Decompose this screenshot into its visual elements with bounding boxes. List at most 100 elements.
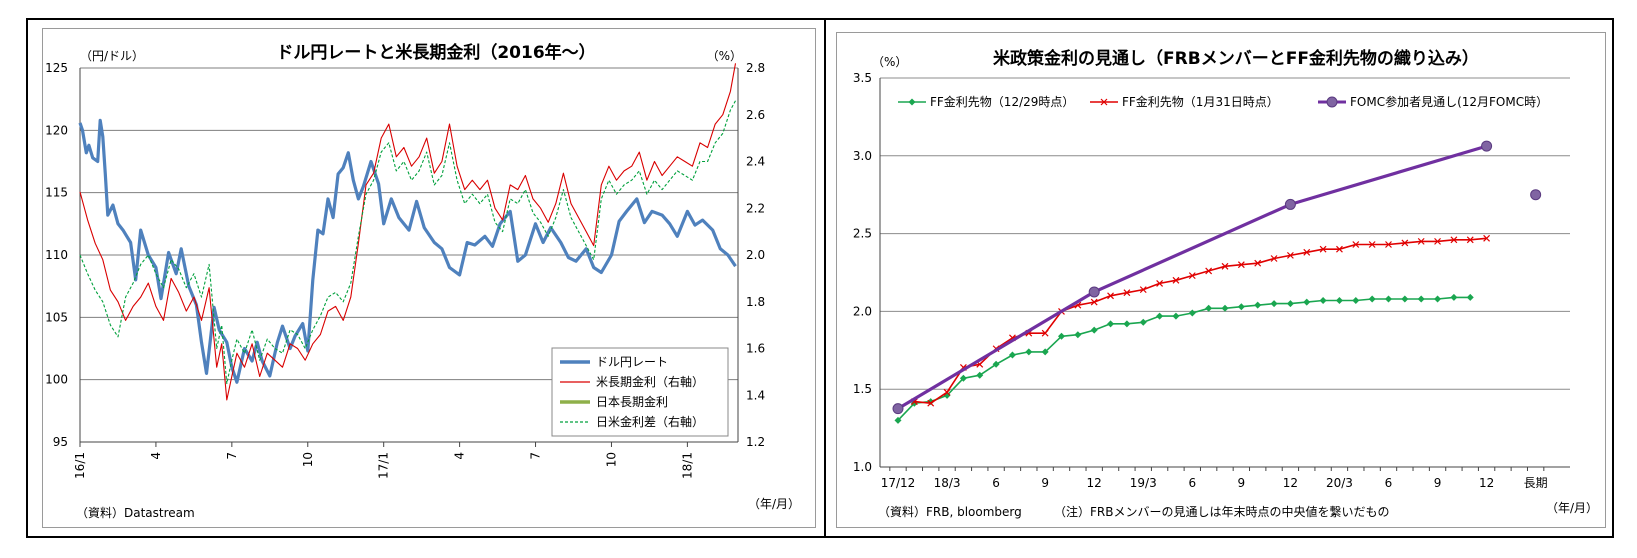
right-x-tick-label: 6 xyxy=(1188,476,1196,490)
right-x-tick-label: 9 xyxy=(1434,476,1442,490)
right-chart-frame xyxy=(836,32,1606,528)
left-legend-label-1: 米長期金利（右軸） xyxy=(596,374,704,389)
left-y2-tick-label: 2.8 xyxy=(746,61,765,75)
right-point-1 xyxy=(1205,267,1213,275)
left-y-tick-label: 125 xyxy=(45,61,68,75)
right-y-ticks: 1.0 1.5 2.0 2.5 3.0 3.5 xyxy=(853,71,872,474)
right-point-0 xyxy=(1025,348,1033,356)
right-x-tick-label: 6 xyxy=(1385,476,1393,490)
right-point-1 xyxy=(1188,272,1196,280)
right-source-note: （資料）FRB, bloomberg xyxy=(878,505,1022,519)
right-x-axis-label: （年/月） xyxy=(1546,501,1598,515)
left-source-note: （資料）Datastream xyxy=(76,506,195,520)
panel-divider xyxy=(824,18,826,538)
left-y-axis-label: （円/ドル） xyxy=(80,49,144,63)
right-point-1 xyxy=(1336,245,1343,253)
right-point-0 xyxy=(1205,304,1213,312)
right-legend-marker-0 xyxy=(908,98,916,106)
left-x-tick-label: 17/1 xyxy=(377,452,391,479)
right-y-axis-label: （%） xyxy=(872,55,907,69)
right-chart-title: 米政策金利の見通し（FRBメンバーとFF金利先物の織り込み） xyxy=(993,48,1479,69)
right-point-0 xyxy=(1139,318,1147,326)
left-y2-tick-label: 2.4 xyxy=(746,155,765,169)
right-point-0 xyxy=(1303,298,1311,306)
left-y2-tick-label: 1.2 xyxy=(746,435,765,449)
right-point-1 xyxy=(1385,241,1392,248)
right-point-1 xyxy=(1286,251,1294,259)
right-y-tick-label: 1.0 xyxy=(853,460,872,474)
right-x-tick-label: 12 xyxy=(1479,476,1494,490)
left-y2-tick-label: 2.2 xyxy=(746,201,765,215)
right-legend-label-0: FF金利先物（12/29時点） xyxy=(930,94,1074,109)
left-legend-label-3: 日米金利差（右軸） xyxy=(596,414,704,429)
right-y-tick-label: 3.0 xyxy=(853,149,872,163)
right-point-2 xyxy=(1481,140,1493,152)
right-point-1 xyxy=(1107,292,1114,300)
right-point-1 xyxy=(1401,239,1409,247)
right-point-1 xyxy=(1090,298,1098,306)
right-point-0 xyxy=(1221,304,1229,312)
right-y-tick-label: 2.5 xyxy=(853,227,872,241)
right-point-1 xyxy=(927,399,935,407)
right-point-1 xyxy=(1139,286,1147,294)
left-series-line-1 xyxy=(79,63,737,401)
right-point-0 xyxy=(1450,293,1458,301)
right-point-1 xyxy=(1156,279,1164,287)
left-x-tick-label: 10 xyxy=(604,452,618,467)
right-legend-label-2: FOMC参加者見通し(12月FOMC時） xyxy=(1350,94,1548,109)
left-y2-tick-label: 1.6 xyxy=(746,342,765,356)
left-y2-tick-label: 1.4 xyxy=(746,388,765,402)
right-point-0 xyxy=(1434,295,1442,303)
left-x-ticks: 16/1 4 7 10 17/1 4 7 10 18/1 xyxy=(73,442,694,479)
left-y-ticks: 95 100 105 110 115 120 125 xyxy=(45,61,68,449)
right-legend-marker-1 xyxy=(1100,98,1108,106)
right-point-0 xyxy=(1237,303,1245,311)
right-x-tick-label: 18/3 xyxy=(934,476,961,490)
right-x-tick-label: 12 xyxy=(1087,476,1102,490)
left-x-tick-label: 7 xyxy=(225,452,239,460)
right-y-tick-label: 3.5 xyxy=(853,71,872,85)
right-series-group xyxy=(892,140,1542,424)
right-series-line-1 xyxy=(914,237,1487,405)
right-point-3 xyxy=(1530,189,1542,201)
left-x-tick-label: 4 xyxy=(149,452,163,460)
right-point-2 xyxy=(892,403,904,415)
right-point-0 xyxy=(959,374,967,382)
left-y2-axis-label: （%） xyxy=(707,49,742,63)
right-point-0 xyxy=(1254,301,1262,309)
right-point-1 xyxy=(1450,236,1458,244)
left-y-tick-label: 95 xyxy=(53,435,68,449)
left-y-tick-label: 120 xyxy=(45,123,68,137)
figure-border xyxy=(26,18,1614,538)
right-point-1 xyxy=(1434,237,1441,245)
right-y-tick-label: 1.5 xyxy=(853,382,872,396)
right-point-0 xyxy=(1417,295,1425,303)
right-point-0 xyxy=(1270,300,1278,308)
right-chart: 米政策金利の見通し（FRBメンバーとFF金利先物の織り込み） （%） （年/月）… xyxy=(853,48,1598,519)
right-x-tick-label: 19/3 xyxy=(1130,476,1157,490)
right-x-tick-label: 9 xyxy=(1238,476,1246,490)
right-point-1 xyxy=(943,388,951,396)
right-point-1 xyxy=(1041,329,1049,337)
left-y-tick-label: 115 xyxy=(45,186,68,200)
right-point-2 xyxy=(1284,198,1296,210)
right-grid xyxy=(879,77,1570,468)
right-point-1 xyxy=(1270,255,1278,262)
right-point-0 xyxy=(1172,312,1180,320)
left-series-line-3 xyxy=(79,100,736,385)
right-point-0 xyxy=(1466,293,1474,301)
right-point-0 xyxy=(1156,312,1164,320)
right-x-tick-label: 20/3 xyxy=(1326,476,1353,490)
right-series-line-2 xyxy=(897,144,1488,410)
left-y2-ticks: 1.2 1.4 1.6 1.8 2.0 2.2 2.4 2.6 2.8 xyxy=(746,61,765,449)
left-y2-tick-label: 2.0 xyxy=(746,248,765,262)
right-point-1 xyxy=(1483,234,1491,242)
right-point-0 xyxy=(1385,295,1392,303)
right-x-tick-label: 長期 xyxy=(1524,476,1548,490)
left-series-group xyxy=(78,63,737,401)
right-legend: FF金利先物（12/29時点） FF金利先物（1月31日時点） FOMC参加者見通し… xyxy=(898,94,1548,109)
right-point-0 xyxy=(1286,300,1294,308)
left-chart: ドル円レートと米長期金利（2016年～） （円/ドル） （%） （年/月） （資… xyxy=(45,42,800,520)
